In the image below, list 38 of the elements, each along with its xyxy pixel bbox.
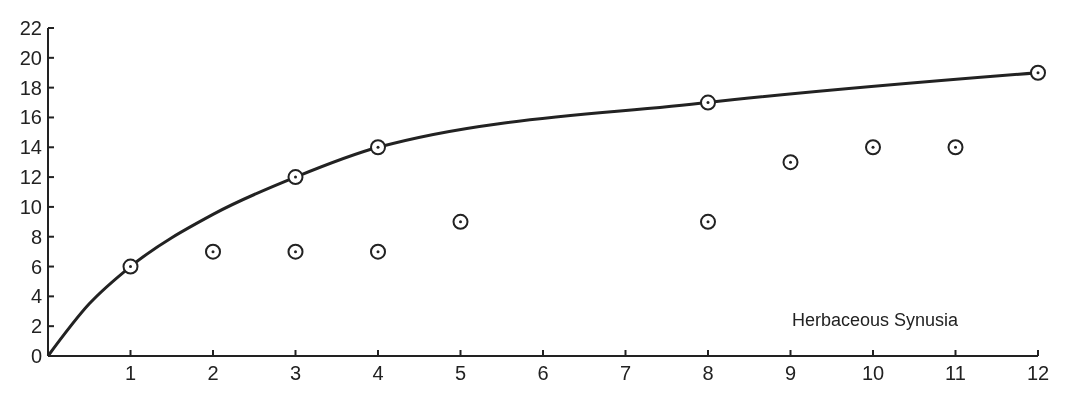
x-tick-label: 5	[454, 362, 467, 384]
x-tick-label: 6	[537, 362, 549, 384]
point	[370, 243, 386, 260]
point	[782, 154, 799, 171]
x-tick-label: 11	[945, 362, 966, 384]
x-tick-label: 12	[1026, 362, 1050, 384]
y-tick-label: 12	[19, 166, 42, 189]
y-tick-label: 4	[30, 285, 42, 308]
y-tick-label: 18	[19, 76, 42, 99]
y-tick-label: 22	[19, 17, 42, 39]
y-tick-label: 20	[19, 46, 42, 69]
y-tick-label: 0	[30, 345, 42, 367]
x-tick-label: 2	[207, 362, 219, 384]
y-tick-label: 2	[30, 315, 42, 338]
point	[947, 139, 964, 156]
point	[700, 94, 716, 111]
point	[452, 213, 469, 230]
x-tick-label: 3	[289, 362, 302, 384]
point	[287, 243, 304, 260]
point	[205, 243, 221, 260]
y-tick-label: 8	[30, 225, 42, 248]
x-tick-label: 1	[124, 362, 137, 384]
y-tick-label: 10	[19, 195, 42, 218]
y-tick-label: 14	[19, 136, 42, 159]
point	[122, 258, 139, 275]
x-tick-label: 9	[784, 362, 797, 384]
y-tick-label: 6	[30, 255, 42, 278]
point	[370, 139, 386, 156]
x-tick-label: 7	[619, 362, 632, 384]
y-tick-label: 16	[19, 106, 42, 129]
point	[865, 139, 881, 156]
x-tick-label: 10	[861, 362, 885, 384]
x-tick-label: 4	[372, 362, 384, 384]
x-tick-label: 8	[702, 362, 714, 384]
point	[700, 213, 716, 230]
point	[1030, 64, 1046, 81]
annotation: Herbaceous Synusia	[791, 310, 959, 330]
point	[287, 169, 304, 186]
